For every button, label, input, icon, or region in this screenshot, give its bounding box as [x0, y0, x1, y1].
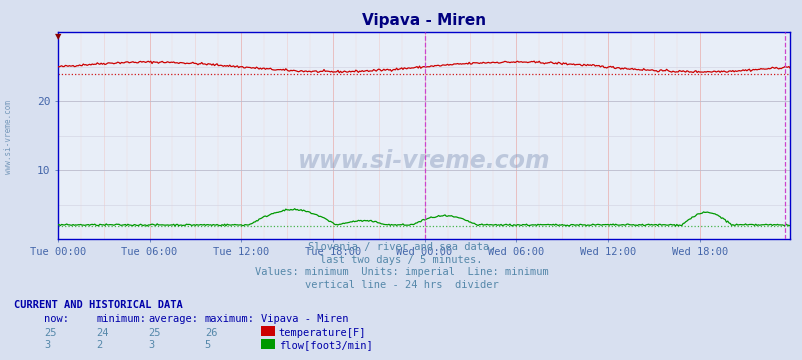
- Text: Slovenia / river and sea data.: Slovenia / river and sea data.: [307, 242, 495, 252]
- Text: 26: 26: [205, 328, 217, 338]
- Text: now:: now:: [44, 314, 69, 324]
- Text: last two days / 5 minutes.: last two days / 5 minutes.: [320, 255, 482, 265]
- Text: vertical line - 24 hrs  divider: vertical line - 24 hrs divider: [304, 280, 498, 290]
- Text: Values: minimum  Units: imperial  Line: minimum: Values: minimum Units: imperial Line: mi…: [254, 267, 548, 278]
- Text: flow[foot3/min]: flow[foot3/min]: [278, 341, 372, 351]
- Text: 5: 5: [205, 341, 211, 351]
- Text: 24: 24: [96, 328, 109, 338]
- Text: maximum:: maximum:: [205, 314, 254, 324]
- Title: Vipava - Miren: Vipava - Miren: [362, 13, 485, 28]
- Text: 25: 25: [44, 328, 57, 338]
- Text: ▼: ▼: [55, 32, 61, 41]
- Text: 25: 25: [148, 328, 161, 338]
- Text: www.si-vreme.com: www.si-vreme.com: [298, 149, 549, 173]
- Text: Vipava - Miren: Vipava - Miren: [261, 314, 348, 324]
- Text: 3: 3: [44, 341, 51, 351]
- Text: average:: average:: [148, 314, 198, 324]
- Text: 2: 2: [96, 341, 103, 351]
- Text: CURRENT AND HISTORICAL DATA: CURRENT AND HISTORICAL DATA: [14, 300, 183, 310]
- Text: minimum:: minimum:: [96, 314, 146, 324]
- Text: temperature[F]: temperature[F]: [278, 328, 366, 338]
- Text: 3: 3: [148, 341, 155, 351]
- Text: www.si-vreme.com: www.si-vreme.com: [3, 100, 13, 174]
